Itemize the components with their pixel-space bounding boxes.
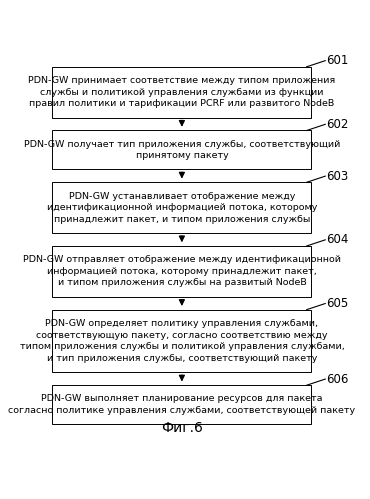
Text: PDN-GW принимает соответствие между типом приложения
службы и политикой управлен: PDN-GW принимает соответствие между типо…	[28, 76, 336, 108]
Text: 604: 604	[326, 234, 349, 247]
Text: PDN-GW выполняет планирование ресурсов для пакета
согласно политике управления с: PDN-GW выполняет планирование ресурсов д…	[8, 394, 356, 415]
Bar	[53, 385, 311, 424]
Bar	[53, 310, 311, 372]
Bar	[53, 67, 311, 118]
Text: 602: 602	[326, 118, 349, 131]
Text: 601: 601	[326, 54, 349, 67]
Text: 605: 605	[326, 297, 348, 310]
Text: 603: 603	[326, 170, 348, 183]
Text: PDN-GW определяет политику управления службами,
соответствующую пакету, согласно: PDN-GW определяет политику управления сл…	[20, 319, 344, 363]
Bar	[53, 131, 311, 169]
Text: PDN-GW получает тип приложения службы, соответствующий
принятому пакету: PDN-GW получает тип приложения службы, с…	[24, 140, 340, 160]
Text: PDN-GW отправляет отображение между идентификационной
информацией потока, которо: PDN-GW отправляет отображение между иден…	[23, 255, 341, 287]
Text: PDN-GW устанавливает отображение между
идентификационной информацией потока, кот: PDN-GW устанавливает отображение между и…	[47, 192, 317, 224]
Bar	[53, 246, 311, 297]
Bar	[53, 182, 311, 233]
Text: 606: 606	[326, 373, 349, 386]
Text: Фиг.6: Фиг.6	[161, 421, 203, 435]
